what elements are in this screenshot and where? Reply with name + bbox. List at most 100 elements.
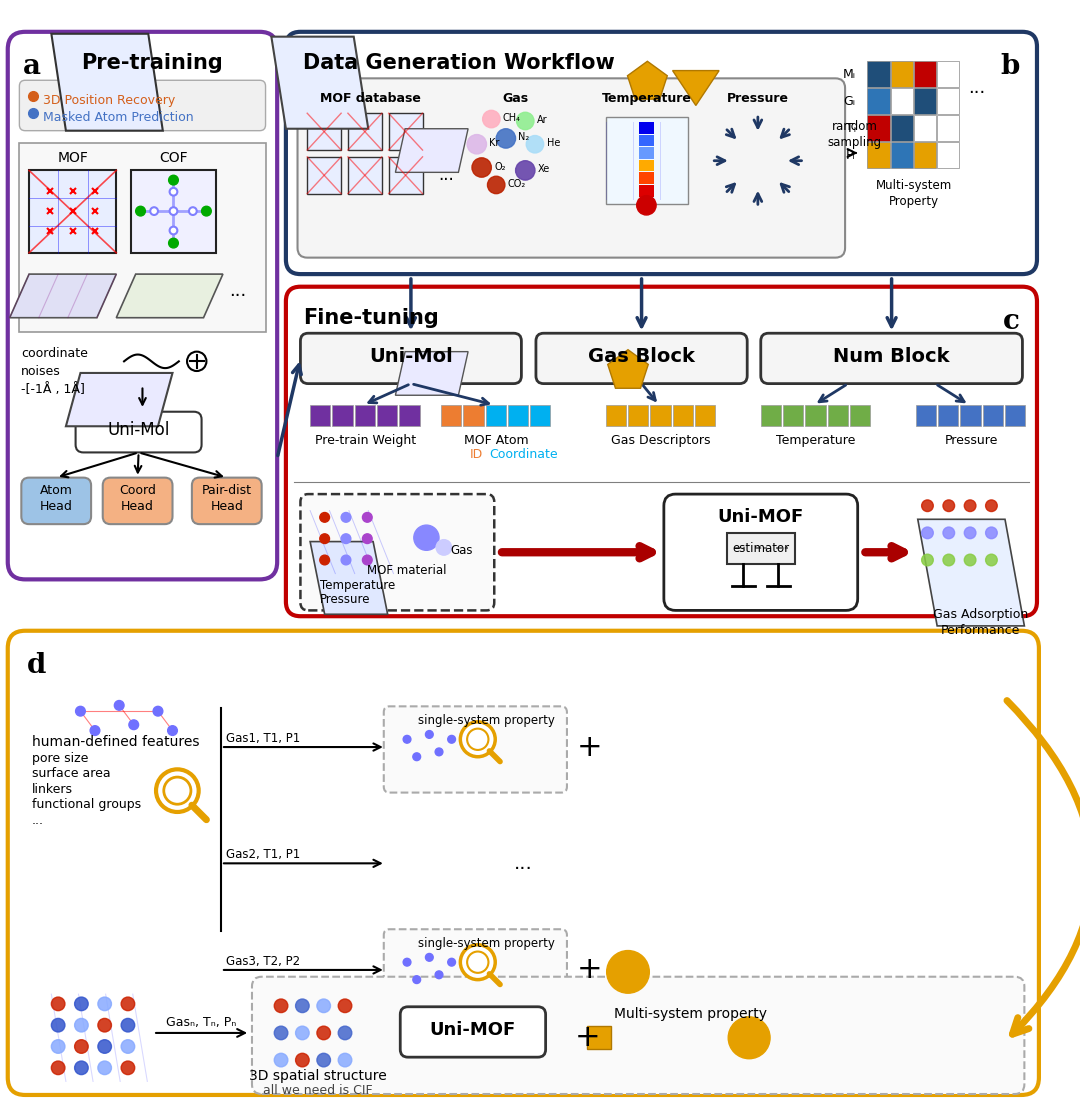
FancyBboxPatch shape: [536, 334, 747, 384]
Circle shape: [98, 1018, 111, 1032]
Bar: [650, 405, 671, 427]
Bar: [867, 142, 890, 168]
Polygon shape: [52, 34, 163, 131]
Circle shape: [921, 554, 933, 566]
Text: Gas Descriptors: Gas Descriptors: [611, 435, 711, 447]
Bar: [760, 405, 781, 427]
Circle shape: [460, 722, 496, 757]
Text: all we need is CIF: all we need is CIF: [264, 1084, 373, 1098]
Circle shape: [320, 556, 329, 564]
Circle shape: [296, 1053, 309, 1067]
Bar: [827, 405, 848, 427]
Circle shape: [483, 111, 500, 128]
Text: MOF: MOF: [57, 151, 89, 165]
Bar: [916, 405, 936, 427]
Text: Data Generation Workflow: Data Generation Workflow: [303, 53, 616, 73]
Circle shape: [964, 528, 976, 539]
Bar: [463, 405, 484, 427]
Circle shape: [496, 129, 515, 148]
Circle shape: [98, 1061, 111, 1074]
Text: ID: ID: [470, 448, 484, 460]
Bar: [307, 113, 341, 150]
Bar: [638, 134, 654, 147]
FancyBboxPatch shape: [286, 31, 1037, 274]
Circle shape: [338, 1053, 352, 1067]
Text: Temperature: Temperature: [602, 92, 691, 105]
Text: a: a: [24, 53, 41, 81]
Bar: [783, 405, 804, 427]
Text: +: +: [577, 732, 603, 762]
FancyBboxPatch shape: [22, 477, 91, 524]
Text: He: He: [546, 138, 559, 148]
Bar: [806, 405, 826, 427]
Circle shape: [607, 951, 649, 993]
Text: Coordinate: Coordinate: [489, 448, 557, 460]
Polygon shape: [395, 352, 468, 395]
Circle shape: [52, 1039, 65, 1053]
FancyBboxPatch shape: [286, 287, 1037, 616]
Circle shape: [170, 207, 177, 215]
Circle shape: [156, 769, 199, 812]
Polygon shape: [117, 274, 222, 318]
Text: CO₂: CO₂: [508, 179, 526, 189]
Text: ...: ...: [229, 281, 246, 299]
Bar: [377, 405, 397, 427]
Circle shape: [90, 726, 99, 736]
Bar: [891, 88, 913, 114]
Circle shape: [98, 997, 111, 1010]
Circle shape: [52, 997, 65, 1010]
Polygon shape: [310, 542, 388, 614]
Text: linkers: linkers: [32, 783, 73, 796]
Circle shape: [515, 160, 535, 180]
Text: single-system property: single-system property: [418, 715, 555, 727]
Text: Uni-MOF: Uni-MOF: [717, 507, 804, 525]
Circle shape: [129, 720, 138, 729]
Text: +: +: [575, 1024, 600, 1053]
Text: MOF Atom: MOF Atom: [464, 435, 528, 447]
Text: N₂: N₂: [518, 132, 529, 142]
Bar: [530, 405, 551, 427]
Text: ...: ...: [32, 814, 44, 827]
Bar: [694, 405, 715, 427]
Text: Atom
Head: Atom Head: [40, 485, 72, 513]
Circle shape: [320, 513, 329, 522]
Circle shape: [403, 959, 410, 967]
Text: random
sampling: random sampling: [827, 120, 882, 149]
Bar: [914, 115, 936, 141]
Bar: [937, 115, 959, 141]
Text: Gas Block: Gas Block: [589, 347, 696, 366]
Circle shape: [338, 999, 352, 1012]
Circle shape: [414, 525, 438, 550]
Circle shape: [167, 726, 177, 736]
Circle shape: [448, 959, 456, 967]
Text: CH₄: CH₄: [503, 113, 521, 123]
Text: +: +: [577, 955, 603, 984]
Text: Pᵢ: Pᵢ: [846, 149, 855, 162]
Circle shape: [274, 1053, 288, 1067]
Circle shape: [363, 556, 373, 564]
Bar: [354, 405, 375, 427]
Text: Pressure: Pressure: [727, 92, 788, 105]
Circle shape: [964, 554, 976, 566]
Text: Kr: Kr: [489, 138, 500, 148]
Bar: [486, 405, 505, 427]
Text: Multi-system
Property: Multi-system Property: [876, 179, 953, 208]
Text: Gas2, T1, P1: Gas2, T1, P1: [226, 849, 300, 861]
Circle shape: [76, 707, 85, 716]
Bar: [914, 88, 936, 114]
Polygon shape: [627, 62, 667, 100]
Circle shape: [435, 748, 443, 756]
Bar: [914, 142, 936, 168]
Bar: [867, 60, 890, 87]
Circle shape: [75, 1039, 89, 1053]
FancyBboxPatch shape: [300, 494, 495, 610]
Bar: [508, 405, 528, 427]
Circle shape: [274, 1026, 288, 1039]
Text: c: c: [1002, 308, 1020, 335]
FancyBboxPatch shape: [383, 930, 567, 1016]
FancyBboxPatch shape: [19, 81, 266, 131]
Circle shape: [150, 207, 158, 215]
Circle shape: [468, 134, 486, 153]
Text: COF: COF: [159, 151, 188, 165]
FancyBboxPatch shape: [192, 477, 261, 524]
